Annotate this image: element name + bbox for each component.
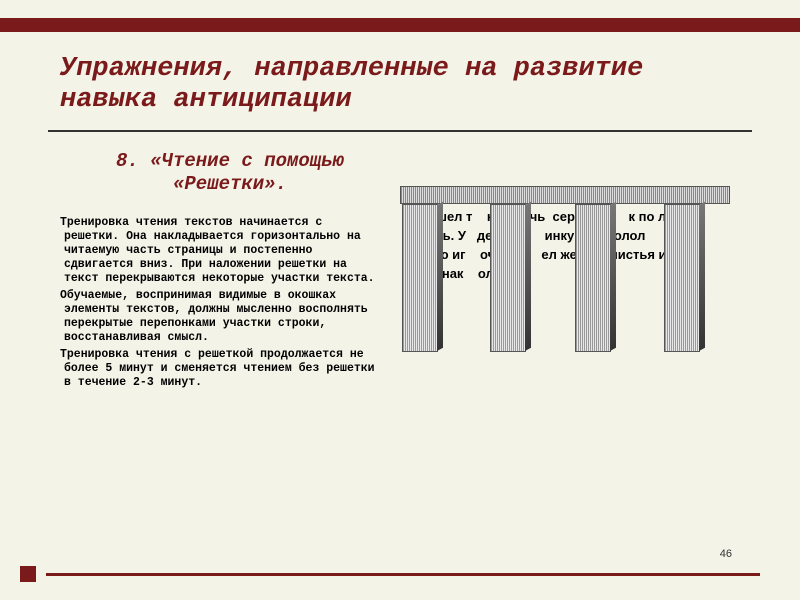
footer-square <box>20 566 36 582</box>
grille-bar <box>575 204 611 352</box>
paragraph: Обучаемые, воспринимая видимые в окошках… <box>60 289 380 345</box>
grille-bar <box>490 204 526 352</box>
grille-top-strip <box>400 186 730 204</box>
footer-rule <box>46 573 760 576</box>
content-area: 8. «Чтение с помощью «Решетки». Трениров… <box>0 132 800 393</box>
left-column: 8. «Чтение с помощью «Решетки». Трениров… <box>60 142 400 393</box>
section-heading: 8. «Чтение с помощью «Решетки». <box>60 142 400 216</box>
grille-bar <box>664 204 700 352</box>
paragraph: Тренировка чтения с решеткой продолжаетс… <box>60 348 380 390</box>
paragraph: Тренировка чтения текстов начинается с р… <box>60 216 380 286</box>
grille-illustration: Пошел т ной ночь серый ёж к по лесу гуля… <box>400 178 730 368</box>
right-column: Пошел т ной ночь серый ёж к по лесу гуля… <box>400 142 770 393</box>
grille-bar <box>402 204 438 352</box>
slide-title: Упражнения, направленные на развитие нав… <box>0 40 800 122</box>
page-number: 46 <box>720 548 732 560</box>
top-margin <box>0 0 800 18</box>
header-accent-bar <box>0 18 800 32</box>
header-gap <box>0 32 800 40</box>
